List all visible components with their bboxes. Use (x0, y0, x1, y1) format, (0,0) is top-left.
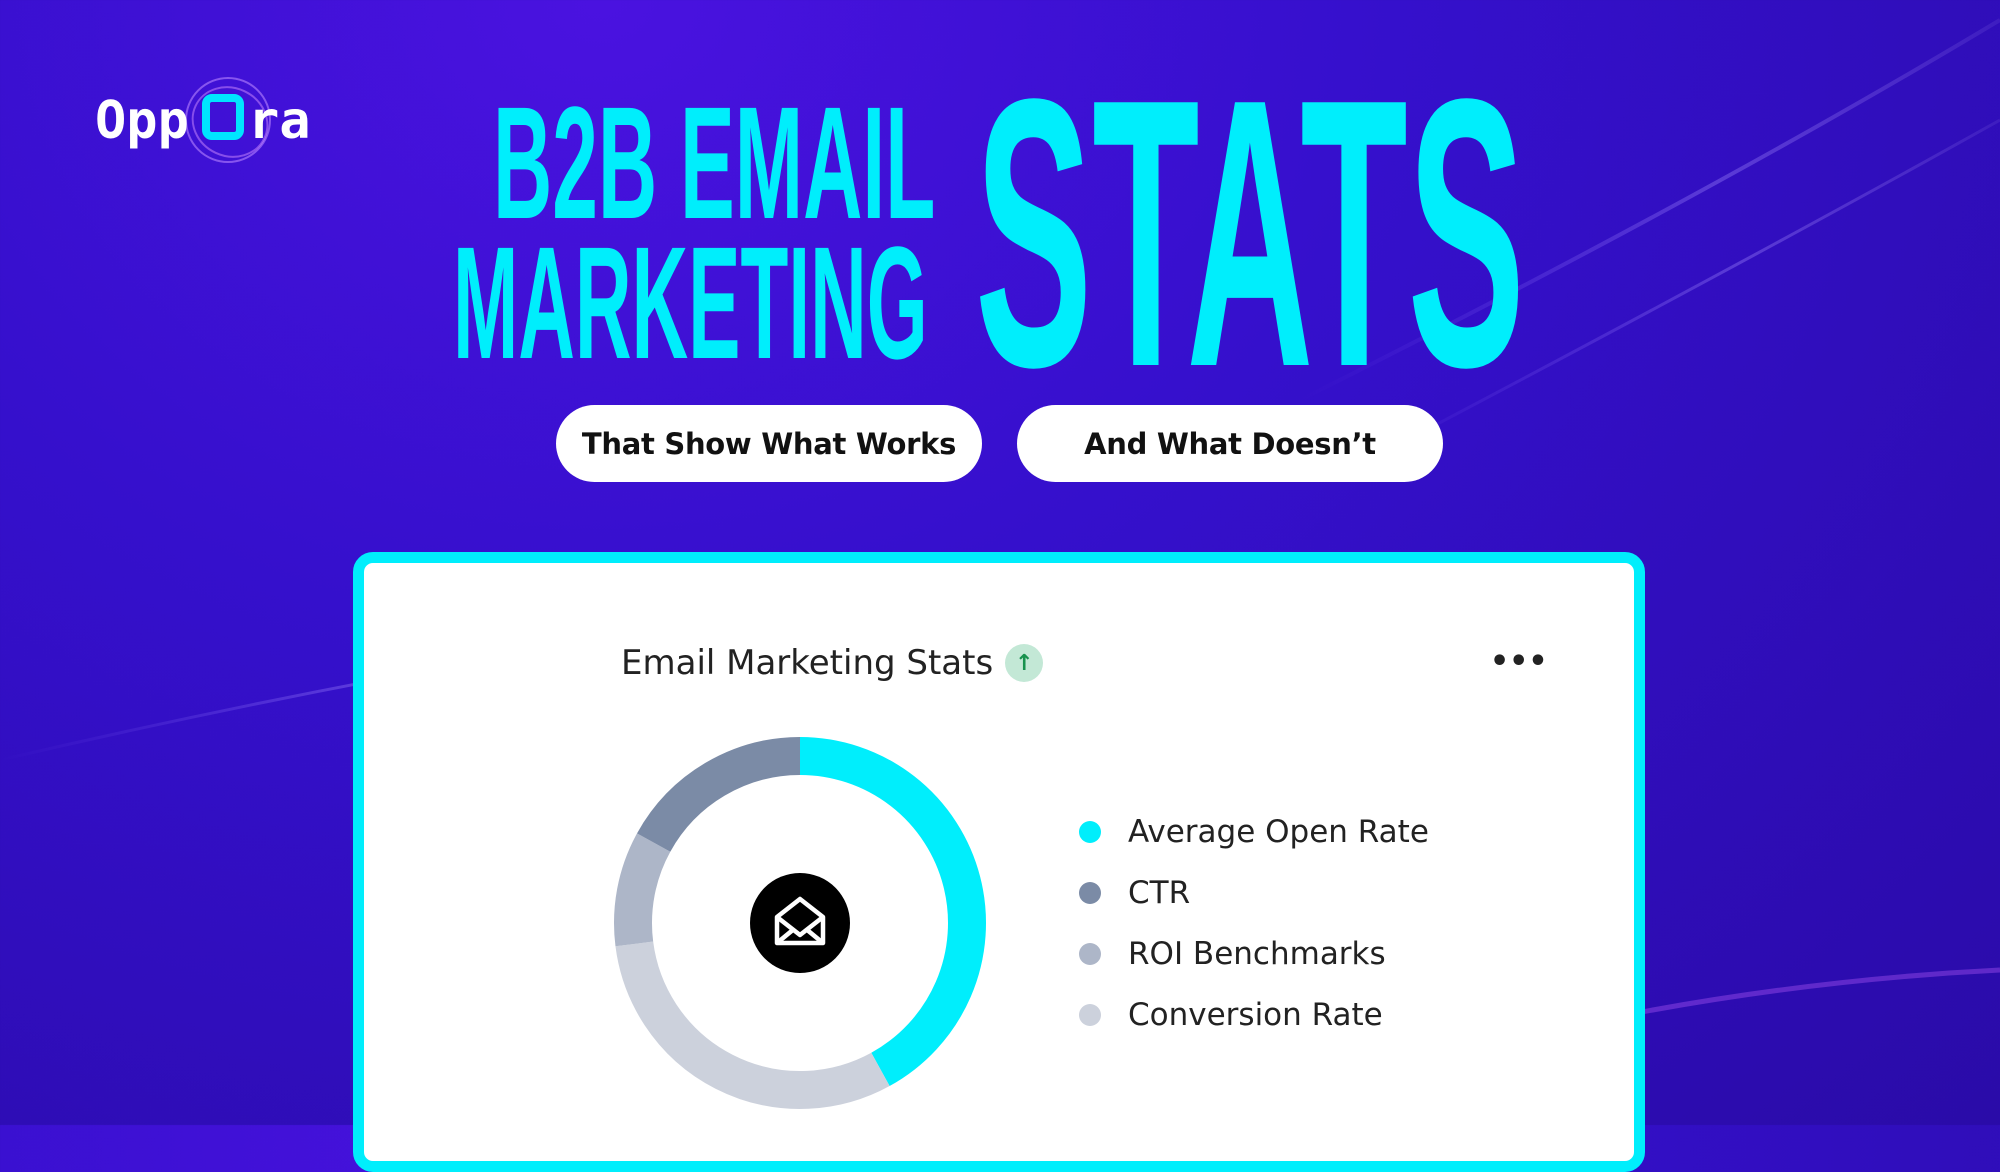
legend-dot-icon (1079, 881, 1101, 904)
legend-label: Average Open Rate (1128, 813, 1429, 850)
card-header: Email Marketing Stats ↑ (621, 643, 1044, 683)
logo-text-end: ra (248, 91, 311, 151)
donut-chart (614, 737, 986, 1109)
stats-card: Email Marketing Stats ↑ ••• Average Open… (353, 552, 1645, 1172)
pill-what-works[interactable]: That Show What Works (556, 405, 982, 482)
headline-line1: B2B EMAIL (493, 73, 936, 252)
logo-text-start: Opp (95, 91, 189, 151)
legend-item: ROI Benchmarks (1079, 923, 1429, 984)
background-streaks (0, 18, 2000, 1023)
oppora-logo: Opp ra (95, 77, 311, 163)
arrow-up-icon: ↑ (1005, 644, 1044, 682)
legend-label: CTR (1128, 874, 1191, 911)
legend-item: Average Open Rate (1079, 801, 1429, 862)
donut-segment-ctr (637, 737, 801, 853)
donut-segment-roi-benchmarks (614, 833, 671, 947)
legend-dot-icon (1079, 1003, 1101, 1026)
legend-item: CTR (1079, 862, 1429, 923)
legend-dot-icon (1079, 942, 1101, 965)
donut-segment-conversion-rate (615, 941, 890, 1109)
chart-legend: Average Open Rate CTR ROI Benchmarks Conver… (1079, 801, 1429, 1045)
legend-label: ROI Benchmarks (1128, 935, 1386, 972)
center-badge (750, 873, 850, 973)
envelope-open-icon (774, 896, 826, 946)
legend-dot-icon (1079, 820, 1101, 843)
headline-stats: STATS (975, 19, 1525, 446)
pill-what-doesnt[interactable]: And What Doesn’t (1017, 405, 1443, 482)
legend-item: Conversion Rate (1079, 984, 1429, 1045)
legend-label: Conversion Rate (1128, 996, 1383, 1033)
more-options-button[interactable]: ••• (1490, 644, 1548, 679)
logo-o-mark (202, 94, 244, 140)
card-title: Email Marketing Stats (621, 643, 994, 683)
headline-line2: MARKETING (453, 213, 928, 392)
donut-segment-average-open-rate (799, 737, 986, 1086)
